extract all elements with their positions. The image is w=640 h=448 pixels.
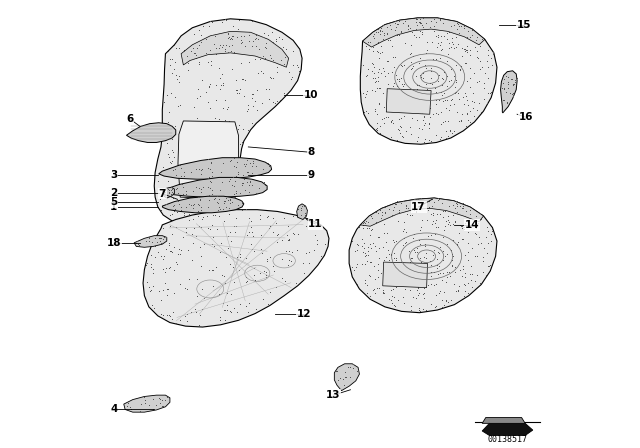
Text: 9: 9 (307, 170, 315, 180)
Polygon shape (163, 196, 244, 213)
Polygon shape (124, 395, 170, 412)
Polygon shape (500, 71, 517, 113)
Polygon shape (482, 423, 532, 435)
Text: 3: 3 (110, 170, 118, 180)
Text: 13: 13 (326, 390, 340, 400)
Text: 6: 6 (126, 114, 133, 124)
Polygon shape (154, 19, 302, 225)
Text: 4: 4 (110, 404, 118, 414)
Polygon shape (334, 364, 360, 391)
Polygon shape (349, 198, 497, 313)
Polygon shape (143, 210, 329, 327)
Text: 7: 7 (159, 189, 166, 198)
Text: 8: 8 (307, 147, 315, 157)
Text: 14: 14 (465, 220, 479, 230)
Polygon shape (164, 187, 174, 198)
Polygon shape (163, 177, 267, 197)
Text: 12: 12 (297, 310, 312, 319)
Polygon shape (127, 123, 176, 142)
Polygon shape (482, 418, 525, 423)
Text: 00138517: 00138517 (487, 435, 527, 444)
Polygon shape (159, 158, 271, 179)
Text: 2: 2 (110, 188, 118, 198)
Text: 11: 11 (308, 219, 323, 229)
Polygon shape (297, 204, 307, 220)
Text: 5: 5 (110, 198, 118, 207)
Polygon shape (383, 262, 428, 288)
Text: 15: 15 (516, 20, 531, 30)
Polygon shape (387, 89, 431, 114)
Polygon shape (360, 198, 484, 226)
Polygon shape (362, 18, 485, 47)
Text: 18: 18 (107, 238, 121, 248)
Polygon shape (134, 236, 167, 247)
Polygon shape (360, 18, 497, 144)
Polygon shape (178, 121, 239, 199)
Text: 10: 10 (304, 90, 318, 100)
Text: 1: 1 (110, 202, 118, 212)
Polygon shape (181, 31, 289, 67)
Text: 17: 17 (412, 202, 426, 212)
Text: 16: 16 (519, 112, 533, 122)
